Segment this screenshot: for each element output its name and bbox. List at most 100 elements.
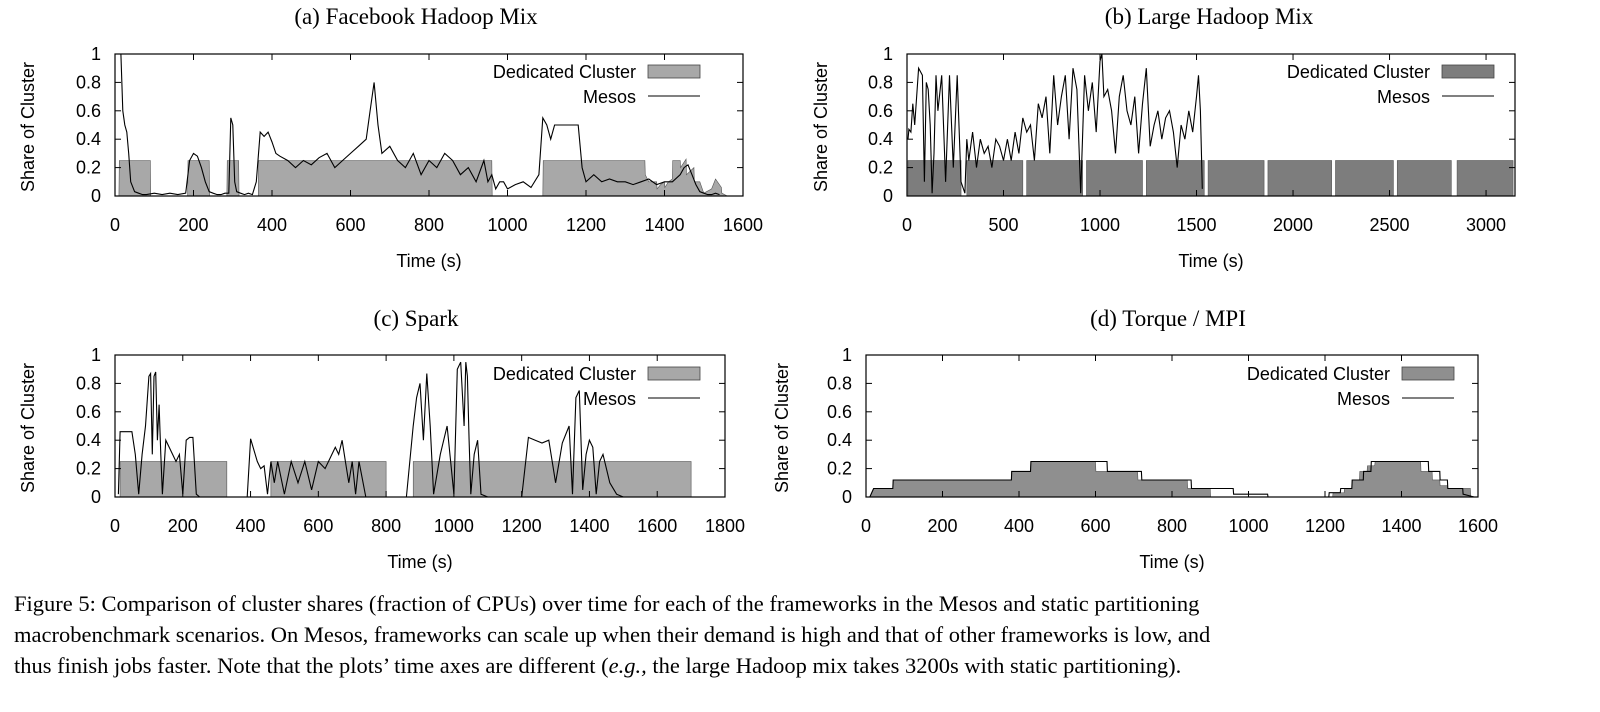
x-tick-label: 1400 [569,516,609,536]
y-tick-label: 0.4 [76,129,101,149]
x-tick-label: 1600 [637,516,677,536]
y-tick-label: 0.8 [868,72,893,92]
y-axis-label: Share of Cluster [18,62,38,192]
caption-line-1: Figure 5: Comparison of cluster shares (… [14,591,1200,616]
figure-caption: Figure 5: Comparison of cluster shares (… [14,588,1589,681]
x-axis-label: Time (s) [387,552,452,572]
legend-label-dedicated: Dedicated Cluster [1287,62,1430,82]
panel-title: (b) Large Hadoop Mix [1105,4,1314,29]
y-tick-label: 0.6 [76,101,101,121]
x-tick-label: 0 [110,215,120,235]
dedicated-cluster-band [412,461,692,498]
dedicated-cluster-band [1335,160,1394,197]
x-tick-label: 3000 [1466,215,1506,235]
x-tick-label: 200 [168,516,198,536]
y-tick-label: 1 [91,44,101,64]
dedicated-cluster-band [1456,160,1514,197]
y-tick-label: 1 [842,345,852,365]
y-tick-label: 0.2 [76,158,101,178]
mesos-line [117,361,624,498]
dedicated-cluster-band [119,461,228,498]
y-tick-label: 0.4 [868,129,893,149]
y-tick-label: 0.2 [868,158,893,178]
x-tick-label: 0 [902,215,912,235]
y-tick-label: 0 [91,186,101,206]
x-axis-label: Time (s) [396,251,461,271]
legend-label-mesos: Mesos [583,389,636,409]
x-tick-label: 400 [1004,516,1034,536]
x-tick-label: 1400 [644,215,684,235]
y-tick-label: 0.8 [76,373,101,393]
x-tick-label: 500 [988,215,1018,235]
panel-title: (d) Torque / MPI [1090,306,1246,331]
dedicated-cluster-area [115,158,728,197]
y-tick-label: 0.2 [827,459,852,479]
x-tick-label: 800 [371,516,401,536]
y-tick-label: 1 [883,44,893,64]
y-axis-label: Share of Cluster [18,363,38,493]
y-tick-label: 0.6 [827,402,852,422]
y-tick-label: 0 [842,487,852,507]
y-axis-label: Share of Cluster [772,363,792,493]
y-tick-label: 0.8 [76,72,101,92]
y-tick-label: 0 [91,487,101,507]
legend-swatch-dedicated [647,366,701,381]
x-tick-label: 1600 [1458,516,1498,536]
x-tick-label: 2500 [1370,215,1410,235]
x-tick-label: 600 [1080,516,1110,536]
dedicated-cluster-area [869,461,1472,498]
y-tick-label: 0.8 [827,373,852,393]
x-tick-label: 1000 [1228,516,1268,536]
x-tick-label: 2000 [1273,215,1313,235]
panel-title: (a) Facebook Hadoop Mix [294,4,538,29]
caption-line-3b: the large Hadoop mix takes 3200s with st… [646,653,1182,678]
dedicated-cluster-band [966,160,1024,197]
legend-label-dedicated: Dedicated Cluster [1247,364,1390,384]
x-tick-label: 0 [861,516,871,536]
x-axis-label: Time (s) [1178,251,1243,271]
x-tick-label: 600 [335,215,365,235]
panel-torque-mpi: (d) Torque / MPI 0 0.2 0.4 0.6 0.8 1 0 200 400 600… [772,306,1498,572]
dedicated-cluster-band [270,461,387,498]
x-tick-label: 800 [1157,516,1187,536]
x-tick-label: 200 [927,516,957,536]
legend-swatch-dedicated [647,64,701,79]
x-tick-label: 1400 [1381,516,1421,536]
x-axis-label: Time (s) [1139,552,1204,572]
x-tick-label: 1000 [487,215,527,235]
x-tick-label: 1800 [705,516,745,536]
x-tick-label: 200 [178,215,208,235]
y-tick-label: 0.4 [827,430,852,450]
x-tick-label: 1500 [1177,215,1217,235]
legend-swatch-dedicated [1441,64,1495,79]
x-tick-label: 400 [236,516,266,536]
x-tick-label: 1000 [1080,215,1120,235]
legend-label-mesos: Mesos [583,87,636,107]
dedicated-cluster-band [907,160,962,197]
caption-line-3a: thus finish jobs faster. Note that the p… [14,653,609,678]
mesos-line [117,53,720,196]
legend-label-mesos: Mesos [1337,389,1390,409]
dedicated-cluster-band [1207,160,1265,197]
legend-label-dedicated: Dedicated Cluster [493,364,636,384]
plot-frame [906,53,1516,197]
dedicated-cluster-band [1086,160,1143,197]
panel-facebook-hadoop-mix: (a) Facebook Hadoop Mix 0 0.2 0.4 0.6 0.8 1 0 20… [18,4,763,271]
y-tick-label: 0.2 [76,459,101,479]
x-tick-label: 800 [414,215,444,235]
panel-large-hadoop-mix: (b) Large Hadoop Mix 0 0.2 0.4 0.6 0.8 1 0 500 10… [811,4,1516,271]
figure-panels: (a) Facebook Hadoop Mix 0 0.2 0.4 0.6 0.8 1 0 20… [18,4,1516,572]
y-tick-label: 0.6 [76,402,101,422]
dedicated-cluster-band [1396,160,1452,197]
x-tick-label: 600 [303,516,333,536]
panel-title: (c) Spark [374,306,459,331]
y-tick-label: 0.4 [76,430,101,450]
caption-line-3-emphasis: e.g., [608,653,647,678]
x-tick-label: 1600 [723,215,763,235]
plot-frame [114,354,726,498]
y-tick-label: 0 [883,186,893,206]
dedicated-cluster-band [1026,160,1083,197]
x-tick-label: 1200 [566,215,606,235]
x-tick-label: 0 [110,516,120,536]
legend-label-mesos: Mesos [1377,87,1430,107]
